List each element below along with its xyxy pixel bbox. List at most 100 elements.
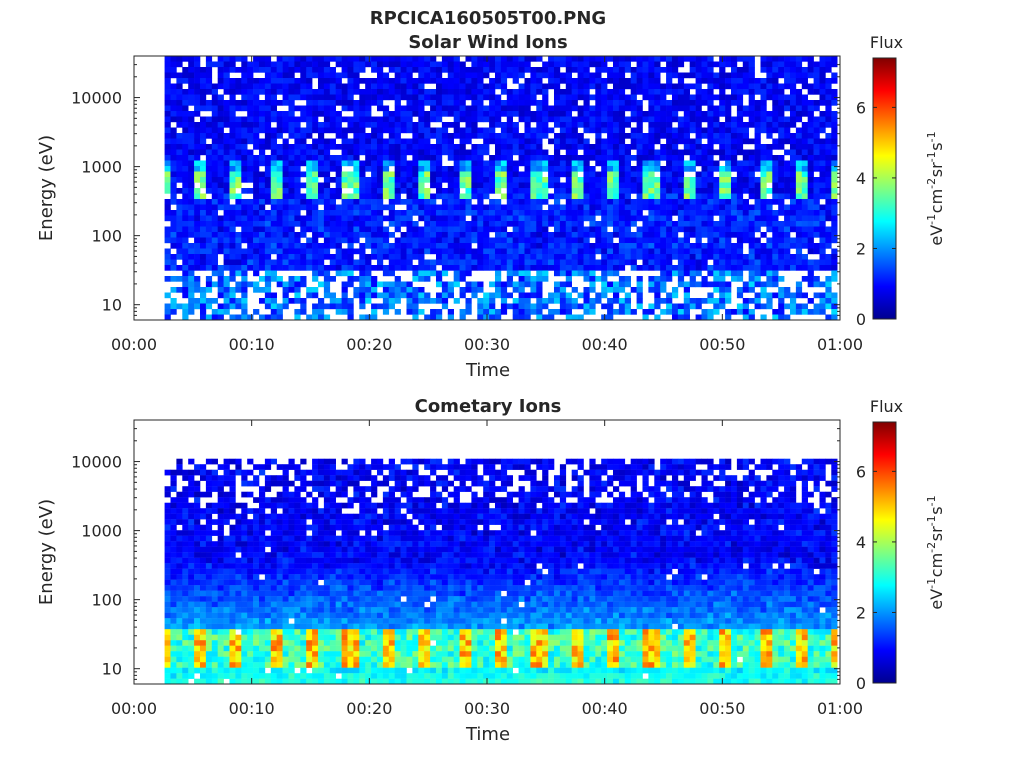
heatmap-cell (524, 61, 531, 68)
heatmap-cell (506, 248, 513, 255)
heatmap-cell (176, 226, 183, 233)
heatmap-cell (660, 155, 667, 161)
heatmap-cell (435, 237, 443, 244)
heatmap-cell (335, 78, 342, 84)
heatmap-cell (164, 634, 171, 641)
heatmap-cell (400, 265, 407, 271)
heatmap-cell (258, 254, 266, 260)
heatmap-cell (778, 237, 785, 244)
heatmap-cell (229, 160, 236, 167)
heatmap-cell (500, 138, 508, 145)
heatmap-cell (388, 67, 395, 73)
heatmap-cell (795, 243, 803, 249)
heatmap-cell (388, 133, 395, 139)
heatmap-cell (353, 292, 360, 299)
heatmap-cell (789, 61, 797, 68)
heatmap-cell (217, 309, 224, 315)
heatmap-cell (229, 210, 236, 216)
heatmap-cell (612, 182, 620, 189)
heatmap-cell (205, 276, 213, 282)
heatmap-cell (807, 204, 814, 211)
heatmap-cell (382, 83, 390, 90)
heatmap-cell (376, 281, 384, 288)
heatmap-cell (571, 105, 578, 112)
heatmap-cell (571, 166, 578, 172)
heatmap-cell (825, 56, 832, 62)
heatmap-cell (188, 541, 195, 547)
heatmap-cell (435, 226, 443, 233)
heatmap-cell (270, 276, 277, 282)
heatmap-cell (270, 67, 277, 73)
heatmap-cell (689, 67, 696, 73)
heatmap-cell (742, 199, 749, 205)
heatmap-cell (677, 265, 685, 271)
heatmap-cell (677, 215, 685, 222)
heatmap-cell (701, 67, 708, 73)
heatmap-cell (164, 651, 171, 657)
heatmap-cell (205, 259, 213, 266)
heatmap-cell (270, 133, 277, 139)
heatmap-cell (524, 116, 531, 123)
heatmap-cell (595, 188, 602, 194)
heatmap-cell (648, 243, 655, 249)
heatmap-cell (518, 100, 525, 106)
heatmap-cell (412, 314, 419, 321)
heatmap-cell (742, 237, 749, 244)
heatmap-cell (447, 89, 454, 95)
heatmap-cell (435, 232, 443, 238)
heatmap-cell (441, 254, 449, 260)
heatmap-cell (176, 199, 183, 205)
heatmap-cell (471, 133, 478, 139)
heatmap-cell (170, 177, 177, 183)
heatmap-cell (595, 259, 602, 266)
heatmap-cell (500, 254, 508, 260)
heatmap-cell (565, 122, 572, 128)
heatmap-cell (542, 232, 549, 238)
heatmap-cell (170, 596, 177, 602)
heatmap-cell (725, 215, 732, 222)
heatmap-cell (164, 486, 171, 492)
heatmap-cell (730, 254, 738, 260)
heatmap-cell (530, 89, 537, 95)
heatmap-cell (182, 656, 189, 663)
heatmap-cell (264, 303, 272, 310)
heatmap-cell (164, 579, 171, 586)
heatmap-cell (270, 204, 277, 211)
heatmap-cell (571, 232, 578, 238)
heatmap-cell (754, 166, 761, 172)
heatmap-cell (459, 199, 466, 205)
heatmap-cell (595, 149, 602, 156)
heatmap-cell (176, 535, 183, 542)
heatmap-cell (778, 259, 785, 266)
heatmap-cell (630, 265, 637, 271)
heatmap-cell (583, 248, 590, 255)
heatmap-cell (624, 171, 631, 178)
heatmap-cell (353, 199, 360, 205)
heatmap-cell (353, 105, 360, 112)
heatmap-cell (199, 127, 207, 134)
heatmap-cell (235, 83, 242, 90)
heatmap-cell (353, 133, 360, 139)
heatmap-cell (406, 199, 413, 205)
heatmap-cell (188, 303, 195, 310)
heatmap-cell (453, 298, 460, 304)
heatmap-cell (795, 72, 803, 79)
heatmap-cell (300, 259, 307, 266)
heatmap-cell (612, 265, 620, 271)
heatmap-cell (400, 281, 407, 288)
heatmap-cell (736, 199, 744, 205)
heatmap-cell (359, 215, 366, 222)
heatmap-cell (424, 67, 431, 73)
heatmap-cell (831, 215, 838, 222)
heatmap-cell (459, 193, 466, 200)
heatmap-cell (435, 276, 443, 282)
heatmap-cell (807, 309, 814, 315)
heatmap-cell (435, 100, 443, 106)
heatmap-cell (500, 100, 508, 106)
heatmap-cell (725, 138, 732, 145)
heatmap-cell (736, 122, 744, 128)
heatmap-cell (689, 270, 696, 277)
heatmap-cell (176, 122, 183, 128)
heatmap-cell (512, 122, 519, 128)
heatmap-cell (341, 270, 348, 277)
